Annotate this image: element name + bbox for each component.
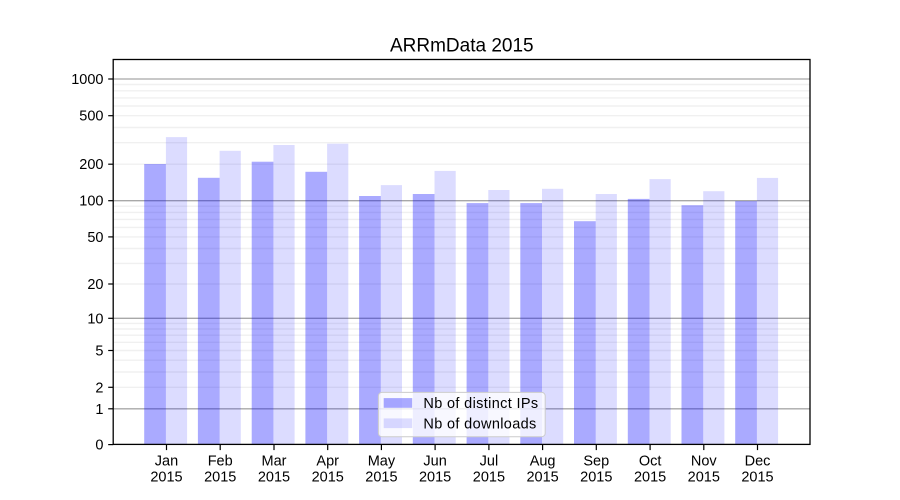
svg-text:2015: 2015 [258,470,290,486]
svg-text:2015: 2015 [365,470,397,486]
svg-text:500: 500 [79,109,103,125]
svg-text:10: 10 [87,311,103,327]
svg-text:2015: 2015 [526,470,558,486]
svg-text:2015: 2015 [150,470,182,486]
svg-text:1: 1 [95,402,103,418]
svg-text:Nov: Nov [691,454,718,470]
svg-text:Nb of distinct IPs: Nb of distinct IPs [423,396,538,412]
svg-text:Jun: Jun [423,454,446,470]
svg-text:50: 50 [87,230,103,246]
svg-text:2015: 2015 [741,470,773,486]
svg-text:2: 2 [95,380,103,396]
svg-text:200: 200 [79,157,103,173]
svg-text:ARRmData 2015: ARRmData 2015 [390,35,534,56]
svg-text:2015: 2015 [419,470,451,486]
svg-text:100: 100 [79,194,103,210]
svg-text:1000: 1000 [71,72,103,88]
svg-text:Oct: Oct [639,454,662,470]
svg-text:May: May [368,454,396,470]
svg-text:0: 0 [95,438,103,454]
svg-text:2015: 2015 [204,470,236,486]
svg-text:Apr: Apr [316,454,339,470]
svg-text:2015: 2015 [473,470,505,486]
svg-text:5: 5 [95,344,103,360]
svg-text:Jul: Jul [480,454,499,470]
svg-text:2015: 2015 [688,470,720,486]
svg-text:Dec: Dec [745,454,771,470]
svg-text:2015: 2015 [634,470,666,486]
svg-text:Sep: Sep [583,454,609,470]
svg-text:20: 20 [87,277,103,293]
svg-text:Feb: Feb [208,454,233,470]
svg-text:2015: 2015 [312,470,344,486]
svg-text:Nb of downloads: Nb of downloads [423,416,536,432]
svg-text:Mar: Mar [262,454,287,470]
svg-text:2015: 2015 [580,470,612,486]
svg-text:Aug: Aug [530,454,556,470]
svg-text:Jan: Jan [155,454,178,470]
